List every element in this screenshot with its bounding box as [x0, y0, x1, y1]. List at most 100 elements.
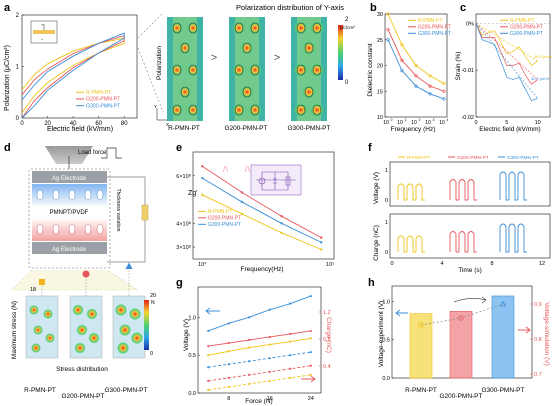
g-point: [268, 335, 271, 339]
c-series-2: [475, 23, 538, 102]
particle-top: [52, 189, 60, 201]
map-grain: [242, 42, 252, 54]
f-bottom-frame: [389, 213, 551, 259]
map-grain: [180, 42, 190, 54]
g-point: [289, 367, 292, 370]
map-label-g200: G200-PMN-PT: [225, 125, 268, 132]
map-label-g300: G300-PMN-PT: [288, 125, 331, 132]
particle-bottom: [36, 223, 44, 235]
f-legend-label-2: G300-PMN-PT: [507, 155, 539, 161]
b-point: [386, 12, 390, 16]
b-point: [442, 89, 446, 93]
g-ytick-label: 1.0: [188, 315, 196, 321]
g-point: [248, 360, 251, 363]
f-pulse: [449, 231, 459, 253]
f-xtick-label: 12: [539, 261, 545, 267]
b-point: [428, 84, 432, 88]
b-ytick-label: 25: [377, 38, 383, 44]
map-hotspot: [294, 63, 308, 77]
inset-plus: +: [41, 22, 44, 27]
f-pulse: [458, 231, 468, 253]
load-resistor: [141, 204, 149, 221]
stress-hotspot: [118, 323, 132, 337]
f-pulse: [397, 183, 407, 201]
f-legend-label-1: G200-PMN-PT: [457, 155, 489, 161]
stress-hotspot: [86, 308, 98, 320]
f-pulse: [449, 179, 459, 201]
map-grain: [304, 86, 314, 98]
e-legend-label-1: G200-PMN-PT: [208, 216, 241, 222]
particle-top: [68, 189, 76, 201]
e-legend-label-2: G300-PMN-PT: [208, 222, 241, 228]
g-point: [248, 338, 251, 342]
top-electrode: [32, 171, 107, 183]
map-ylabel: Polarization: [156, 46, 163, 80]
g-series-0: [208, 295, 311, 332]
panel-g-y2label: Charge (nC): [325, 317, 332, 353]
c-xtick-label: 0: [474, 120, 477, 126]
h-sim-marker-circle: [458, 315, 464, 321]
map-grain: [304, 42, 314, 54]
panel-a-plot: 0 20 40 60 80 0 1 2 R-PMN-PTG200-PMN-PTG300-PMN-…: [16, 13, 138, 127]
f-ytick-label: 1: [385, 168, 388, 174]
e-ytick-label: 6×10⁸: [176, 173, 191, 180]
map-label-r: R-PMN-PT: [168, 125, 200, 132]
h-y2tick-label: 0.7: [534, 372, 542, 378]
equivalent-circuit-inset: [250, 164, 302, 196]
panel-h-cat-1: G200-PMN-PT: [440, 393, 483, 400]
map-hotspot: [232, 21, 246, 35]
panel-h-cat-0: R-PMN-PT: [405, 387, 437, 394]
particle-top: [96, 189, 104, 201]
b-xtick-label: 10: [383, 120, 389, 126]
e-ytick-label: 3×10⁸: [176, 244, 191, 251]
panel-g-xlabel: Force (N): [245, 398, 272, 405]
panel-c-plot: 0% -0.01 -0.020 5 10 R-PMN-PTG200-PMN-PTG300-…: [461, 13, 553, 126]
g-point: [289, 332, 292, 336]
e-decor: [245, 165, 250, 173]
axis-y-label: Y: [154, 104, 157, 109]
stress-hotspot: [29, 305, 39, 315]
b-point: [442, 81, 446, 86]
bottom-electrode: [32, 242, 107, 254]
g-point: [268, 308, 271, 311]
f-pulse: [406, 235, 416, 253]
g-point: [309, 329, 312, 333]
map-hotspot: [294, 103, 308, 117]
f-pulse: [458, 179, 468, 201]
h-sim-marker-triangle: [499, 300, 507, 307]
map-colorbar: [338, 25, 343, 80]
panel-h-letter: h: [368, 277, 375, 289]
panel-b-plot: 10 0 10 1 10 2 10 3 10 41015202530R-PMN-PTG200-PM…: [377, 12, 451, 126]
g-xtick-label: 8: [227, 396, 230, 402]
stress-cbar-min: 0: [150, 351, 153, 357]
panel-a: a 0 20 40 60 80012R-PMN-PTG200-PMN-PTG300-PM…: [4, 2, 355, 133]
e-legend-label-0: R-PMN-PT: [208, 209, 232, 215]
a-xtick-label: 20: [44, 121, 51, 127]
map-grain: [188, 104, 198, 116]
b-ytick-label: 20: [377, 64, 383, 70]
h-ytick-label: 0.5: [382, 338, 390, 344]
map-hotspot: [240, 85, 254, 99]
g-series-4: [208, 365, 311, 382]
stress-scale: 18: [30, 287, 36, 293]
a-legend-label-1: G200-PMN-PT: [86, 97, 121, 103]
map-grain: [312, 104, 322, 116]
e-xtick-label: 10¹: [326, 262, 334, 268]
map-grain: [188, 22, 198, 34]
h-bar-1: [449, 310, 473, 379]
map-grain: [172, 22, 182, 34]
f-pulse: [508, 223, 518, 253]
g-point: [207, 344, 210, 348]
panel-a-letter: a: [4, 2, 11, 14]
stress-label-g200: G200-PMN-PT: [62, 393, 105, 400]
g-point: [309, 364, 312, 367]
panel-g-ylabel: Voltage (V): [183, 319, 190, 351]
panel-c-frame: [475, 13, 551, 118]
a-loop-2: [21, 32, 125, 119]
panel-b: b 10 0 10 1 10 2 10 3 10 41015202530R-PMN-PTG200-…: [367, 2, 451, 133]
panel-f-xlabel: Time (s): [458, 267, 482, 274]
stress-hotspot: [45, 333, 55, 343]
f-pulse: [508, 171, 518, 201]
g-point: [268, 343, 271, 346]
panel-h-y2label: Voltage-simulation (V): [543, 302, 550, 366]
